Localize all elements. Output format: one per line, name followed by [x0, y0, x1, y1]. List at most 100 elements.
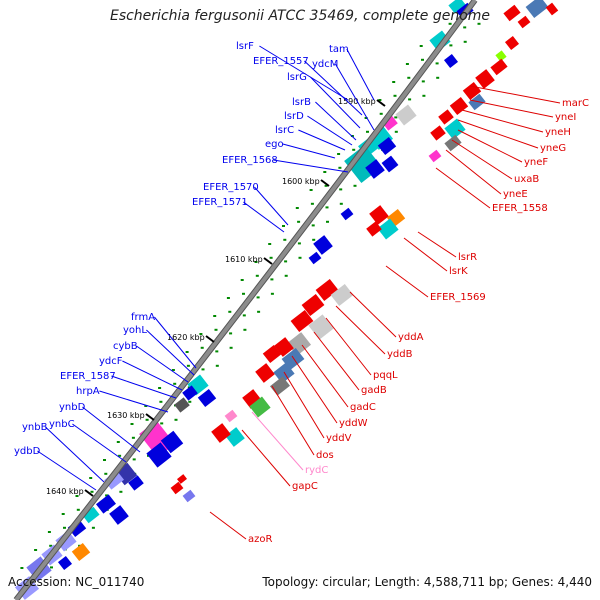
- gene-label-left: ynbC: [49, 419, 75, 430]
- gene-label-right: pqqL: [373, 370, 398, 381]
- gene-features-layer: [14, 0, 559, 600]
- label-leader-line: [209, 511, 247, 540]
- gene-feature: [96, 494, 116, 514]
- gene-feature: [504, 35, 520, 51]
- label-leader-line: [417, 231, 457, 258]
- gene-label-right: dos: [316, 450, 334, 461]
- label-leader-line: [349, 291, 397, 338]
- tick-dot: [76, 508, 80, 511]
- tick-dot: [324, 184, 328, 187]
- gene-label-left: lsrF: [236, 41, 254, 52]
- label-leader-line: [304, 60, 363, 116]
- scale-tick-mark: [376, 99, 386, 107]
- gene-label-right: azoR: [248, 534, 272, 545]
- gene-feature: [490, 58, 508, 76]
- tick-dot: [339, 202, 343, 205]
- tick-dot: [228, 310, 232, 313]
- tick-dot: [326, 220, 329, 223]
- scale-tick-mark: [320, 179, 330, 187]
- tick-dot: [270, 292, 274, 295]
- gene-feature: [286, 332, 312, 356]
- gene-label-left: EFER_1571: [192, 197, 248, 208]
- tick-dot: [256, 296, 260, 299]
- backbone-layer: [13, 0, 478, 600]
- label-leader-line: [457, 119, 539, 149]
- tick-dot: [132, 458, 136, 461]
- tick-dot: [213, 315, 217, 317]
- genome-title: Escherichia fergusonii ATCC 35469, compl…: [109, 8, 491, 24]
- tick-dot: [325, 206, 329, 209]
- gene-label-right: uxaB: [514, 174, 539, 185]
- tick-dot: [91, 526, 95, 529]
- gene-label-left: ynbD: [59, 402, 86, 413]
- label-leader-line: [346, 48, 375, 101]
- label-leader-line: [457, 129, 523, 163]
- tick-dot: [297, 242, 301, 245]
- tick-dot: [199, 333, 203, 335]
- tick-dot: [171, 369, 175, 371]
- label-leader-line: [291, 355, 338, 424]
- tick-dot: [131, 436, 135, 439]
- gene-feature: [308, 251, 322, 265]
- tick-dot: [214, 328, 218, 331]
- tick-dot: [104, 472, 108, 475]
- gene-feature: [146, 442, 172, 468]
- tick-dot: [200, 346, 204, 349]
- tick-dot: [215, 350, 219, 353]
- gene-feature: [430, 125, 446, 141]
- tick-dot: [257, 310, 261, 313]
- gene-feature: [225, 427, 245, 447]
- gene-feature: [82, 506, 100, 524]
- gene-feature: [449, 96, 469, 116]
- gene-label-left: frmA: [131, 312, 155, 323]
- gene-label-left: EFER_1570: [203, 182, 259, 193]
- tick-dot: [448, 22, 452, 25]
- tick-dot: [173, 382, 177, 385]
- gene-feature: [448, 0, 466, 14]
- tick-dot: [295, 207, 299, 209]
- gene-feature: [290, 309, 314, 333]
- scale-tick-label: 1600 kbp: [282, 177, 320, 186]
- label-leader-line: [334, 63, 375, 131]
- tick-dot: [103, 459, 106, 461]
- gene-label-right: yneE: [503, 189, 528, 200]
- gene-feature: [444, 118, 466, 140]
- label-leader-line: [313, 331, 360, 391]
- accession-text: Accession: NC_011740: [8, 575, 145, 589]
- label-leader-lines-layer: [37, 45, 561, 540]
- gene-feature: [177, 474, 187, 484]
- gene-label-right: lsrK: [449, 266, 468, 277]
- tick-dot: [201, 368, 205, 371]
- label-leader-line: [273, 159, 349, 173]
- tick-dot: [311, 224, 315, 227]
- tick-dot: [366, 130, 369, 133]
- gene-label-right: rydC: [305, 465, 328, 476]
- tick-dot: [378, 99, 382, 101]
- tick-dot: [352, 148, 356, 151]
- tick-dot: [160, 422, 164, 425]
- gene-feature: [182, 385, 198, 401]
- tick-dot: [284, 260, 288, 263]
- gene-feature: [128, 475, 144, 491]
- label-leader-line: [282, 143, 336, 159]
- tick-dot: [75, 495, 79, 497]
- gene-feature: [160, 430, 184, 454]
- tick-dot: [339, 188, 343, 191]
- gene-feature: [468, 93, 486, 111]
- label-leader-line: [146, 329, 195, 376]
- tick-dot: [297, 220, 301, 223]
- tick-dot: [393, 94, 397, 97]
- tick-dot: [463, 26, 467, 29]
- gene-feature: [301, 293, 325, 317]
- label-leader-line: [298, 129, 346, 151]
- gene-label-left: cybB: [113, 341, 138, 352]
- tick-dot: [49, 544, 53, 547]
- gene-feature: [381, 155, 399, 173]
- tick-dot: [394, 116, 398, 119]
- tick-dot: [215, 364, 219, 367]
- gene-feature: [525, 0, 549, 19]
- tick-dot: [188, 400, 192, 403]
- tick-dot: [284, 274, 288, 277]
- scale-tick-label: 1610 kbp: [225, 255, 263, 264]
